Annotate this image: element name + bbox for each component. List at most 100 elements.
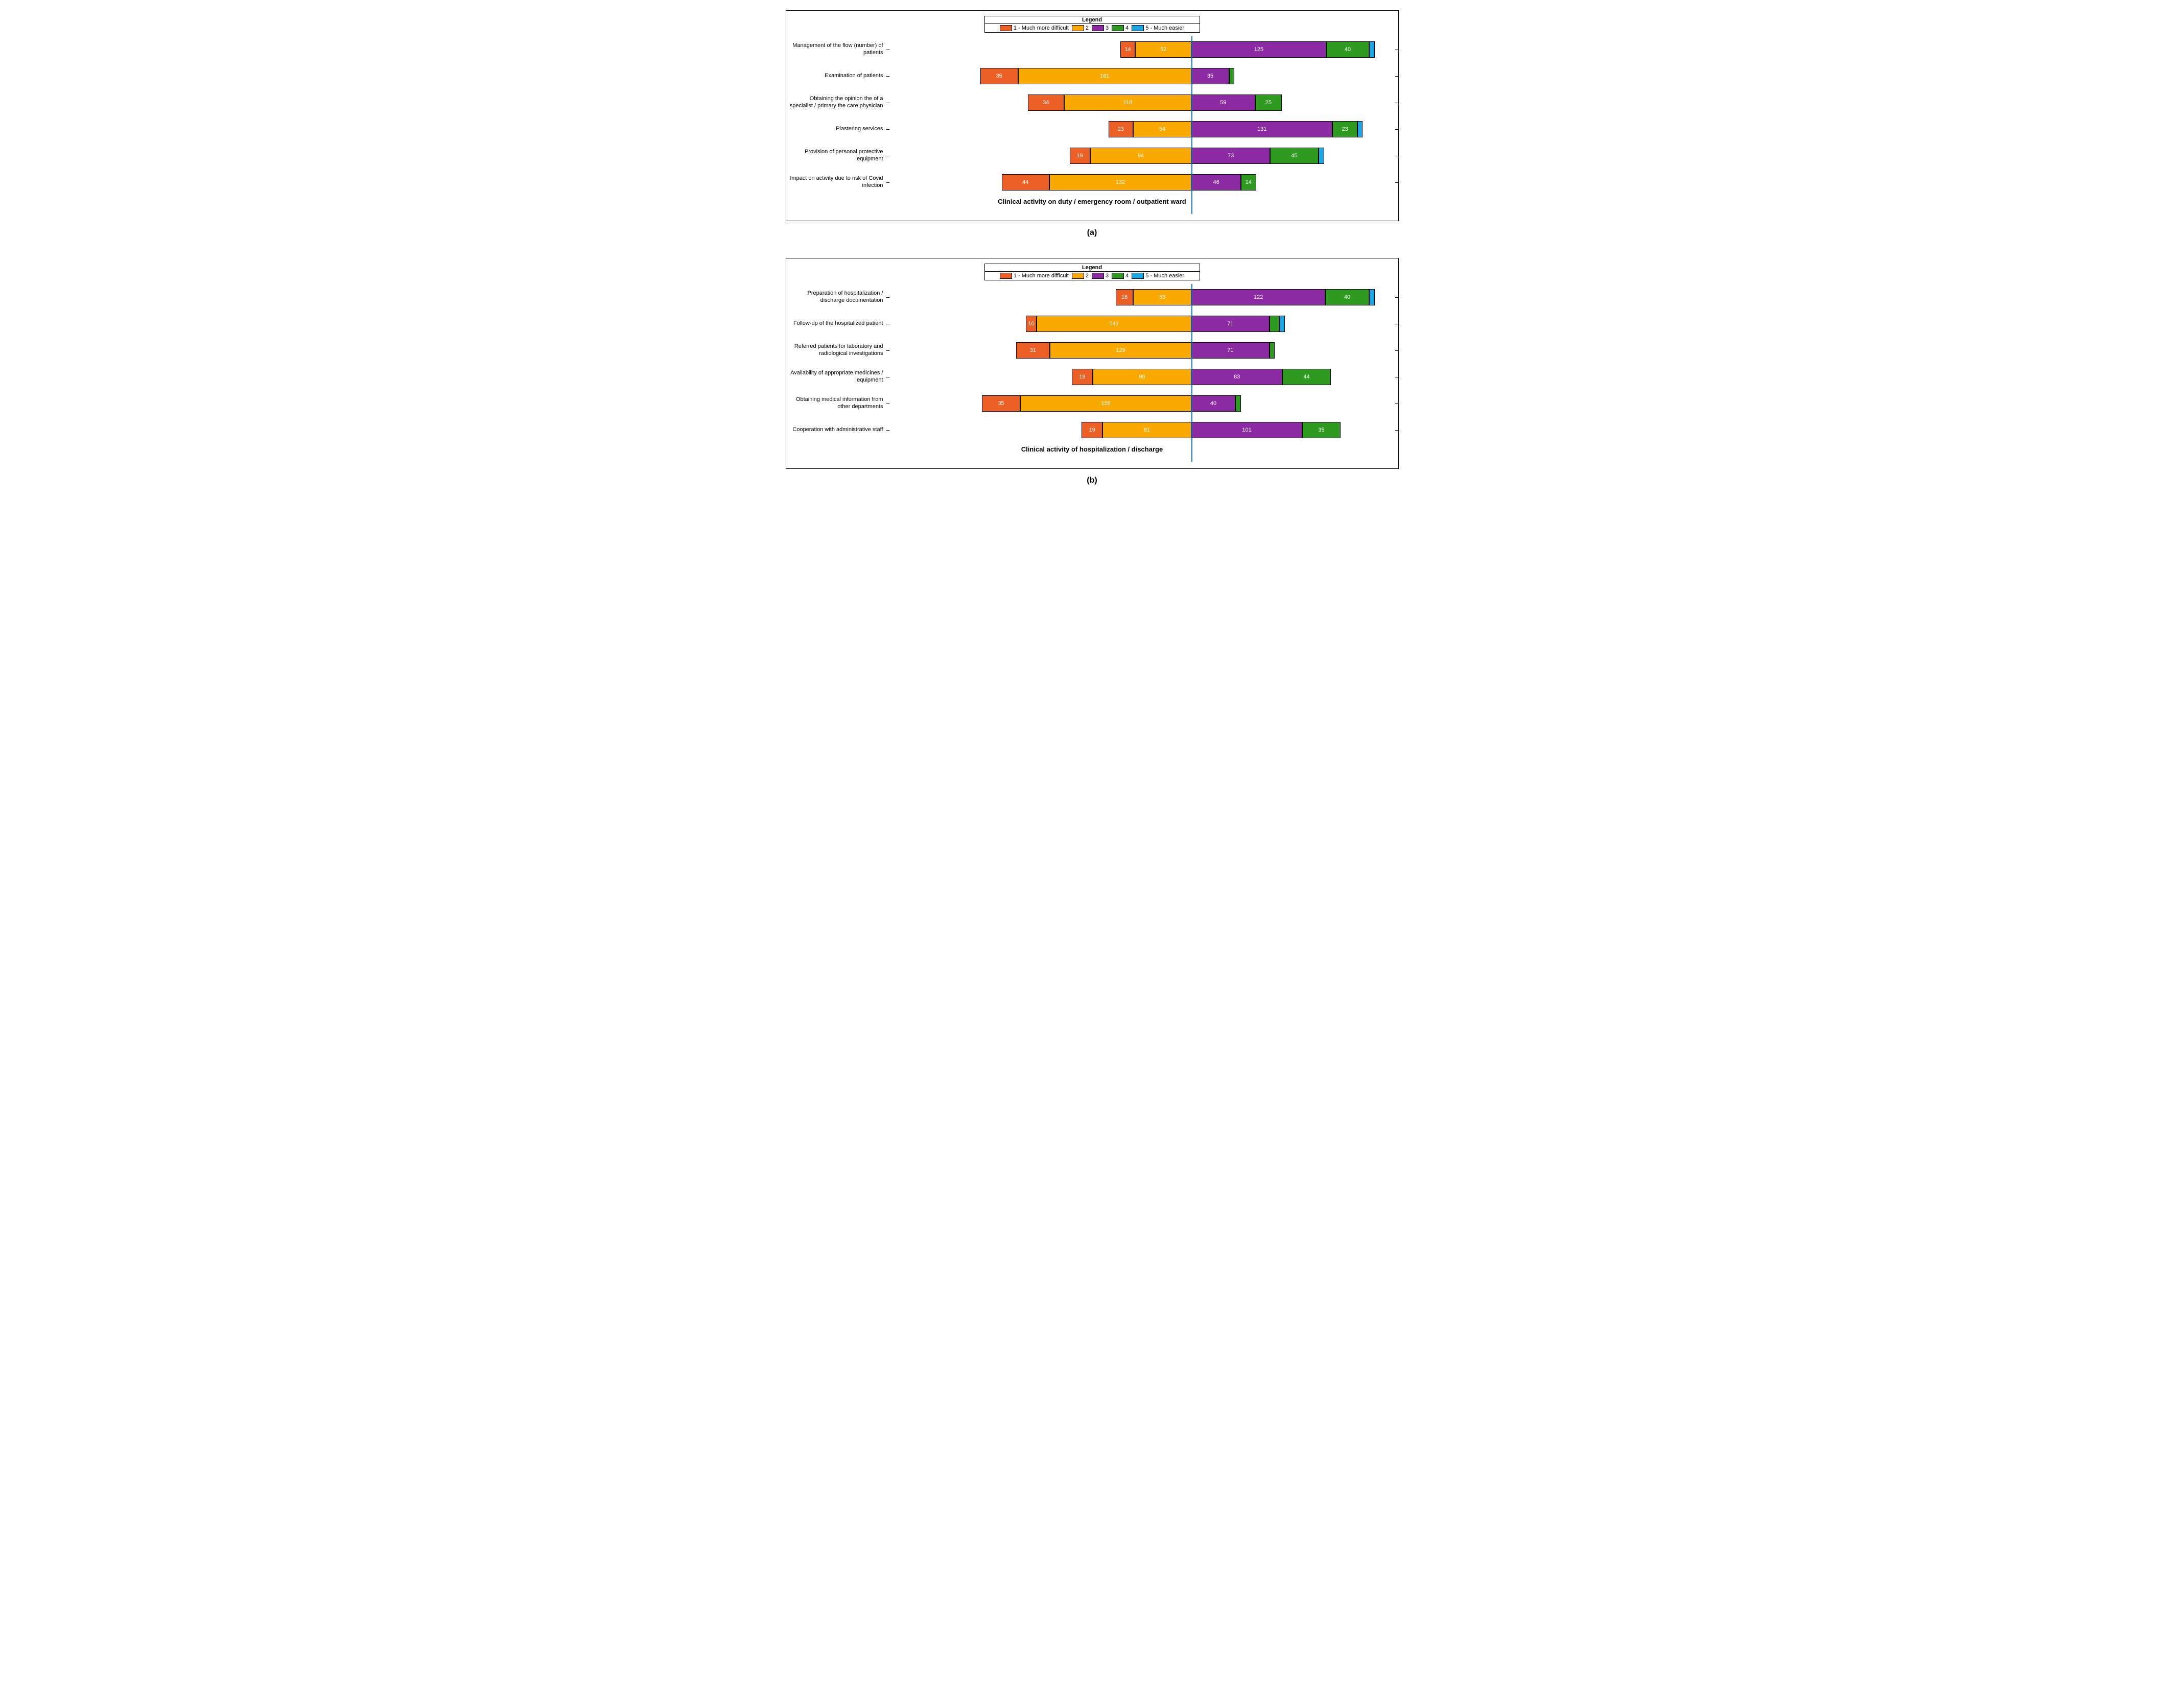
bar-value: 73: [1228, 153, 1234, 159]
row-label: Referred patients for laboratory and rad…: [786, 343, 886, 358]
legend-label: 1 - Much more difficult: [1014, 25, 1069, 31]
bar-value: 101: [1242, 427, 1251, 433]
bar-value: 34: [1043, 100, 1049, 106]
bar-stack: 531612240: [886, 289, 1395, 305]
bar-segment: 35: [1191, 68, 1229, 84]
row-label-text: Cooperation with administrative staff: [792, 426, 883, 433]
bar-segment: 101: [1191, 422, 1302, 438]
chart-row: Follow-up of the hospitalized patient141…: [786, 311, 1398, 337]
chart-row: Cooperation with administrative staff811…: [786, 417, 1398, 443]
bar-segment: 35: [980, 68, 1018, 84]
bar-value: 19: [1077, 153, 1083, 159]
bar-value: 59: [1220, 100, 1226, 106]
legend-swatch: [1000, 25, 1012, 31]
bar-segment: 40: [1191, 395, 1235, 412]
plot-area: 1411071: [886, 311, 1395, 337]
bar-segment: 83: [1191, 369, 1282, 385]
bar-segment: 90: [1093, 369, 1191, 385]
plot-area: 52 14 125 40: [886, 36, 1395, 63]
chart-row: Obtaining medical information from other…: [786, 390, 1398, 417]
bar-value: 156: [1101, 400, 1110, 407]
bar-segment: 141: [1037, 316, 1191, 332]
bar-segment: 46: [1191, 174, 1241, 191]
bar-segment: 132: [1049, 174, 1191, 191]
rows: Management of the flow (number) of patie…: [786, 36, 1398, 196]
legend-item: 1 - Much more difficult: [1000, 273, 1069, 279]
bar-segment: 40: [1325, 289, 1369, 305]
legend-swatch: [1112, 273, 1124, 279]
panel: Legend1 - Much more difficult2345 - Much…: [786, 258, 1399, 485]
row-label-text: Impact on activity due to risk of Covid …: [790, 175, 883, 188]
row-label-text: Preparation of hospitalization / dischar…: [808, 290, 883, 303]
bar-segment: 23: [1109, 121, 1134, 137]
bar-value: 35: [996, 73, 1002, 79]
bar-stack: 52 14 125 40: [886, 41, 1395, 58]
legend-item: 2: [1072, 273, 1089, 279]
bar-value: 71: [1227, 347, 1233, 353]
bar-segment: 45: [1270, 148, 1319, 164]
plot-area: 94197345: [886, 143, 1395, 169]
bar-value: 35: [1207, 73, 1213, 79]
legend-swatch: [1072, 25, 1084, 31]
row-label: Impact on activity due to risk of Covid …: [786, 175, 886, 189]
plot-area: 542313123: [886, 116, 1395, 143]
bar-segment: 161: [1018, 68, 1192, 84]
bar-segment: 44: [1282, 369, 1330, 385]
legend-items: 1 - Much more difficult2345 - Much easie…: [985, 24, 1200, 32]
bar-segment: 40: [1326, 41, 1369, 58]
row-label: Availability of appropriate medicines / …: [786, 370, 886, 384]
legend-item: 1 - Much more difficult: [1000, 25, 1069, 31]
panel-caption: (a): [786, 228, 1399, 238]
row-label-text: Availability of appropriate medicines / …: [790, 370, 883, 383]
bar-segment: 156: [1020, 395, 1191, 412]
row-label: Management of the flow (number) of patie…: [786, 42, 886, 57]
bar-value: 125: [1254, 46, 1263, 53]
legend-label: 1 - Much more difficult: [1014, 273, 1069, 279]
chart-row: Plastering services542313123: [786, 116, 1398, 143]
bar-segment: [1270, 342, 1275, 359]
bar-stack: 156 35 40: [886, 395, 1395, 412]
legend-wrap: Legend1 - Much more difficult2345 - Much…: [786, 16, 1398, 33]
legend-title: Legend: [985, 264, 1200, 272]
legend-label: 4: [1125, 273, 1129, 279]
bar-value: 46: [1213, 179, 1219, 185]
bar-stack: 90198344: [886, 369, 1395, 385]
bar-value: 19: [1089, 427, 1095, 433]
chart-row: Examination of patients1613535: [786, 63, 1398, 89]
bar-value: 141: [1110, 321, 1119, 327]
row-label: Obtaining the opinion the of a specialis…: [786, 96, 886, 110]
bar-segment: 131: [1191, 121, 1332, 137]
bar-segment: 35: [982, 395, 1020, 412]
bar-segment: 122: [1191, 289, 1325, 305]
bar-value: 44: [1022, 179, 1028, 185]
bar-value: 35: [998, 400, 1004, 407]
bar-stack: 94197345: [886, 148, 1395, 164]
bar-segment: 14: [1120, 41, 1136, 58]
legend-label: 2: [1086, 25, 1089, 31]
bar-value: 129: [1116, 347, 1125, 353]
legend-label: 2: [1086, 273, 1089, 279]
chart-box: Legend1 - Much more difficult2345 - Much…: [786, 258, 1399, 469]
bar-value: 35: [1318, 427, 1324, 433]
bar-segment: 129: [1050, 342, 1191, 359]
chart-row: Obtaining the opinion the of a specialis…: [786, 89, 1398, 116]
legend-swatch: [1092, 273, 1104, 279]
bar-value: 53: [1159, 294, 1165, 300]
panel-caption-text: (b): [1087, 476, 1097, 485]
plot-area: 132444614: [886, 169, 1395, 196]
bar-segment: 73: [1191, 148, 1270, 164]
bar-value: 44: [1303, 374, 1309, 380]
row-label: Plastering services: [786, 126, 886, 133]
legend: Legend1 - Much more difficult2345 - Much…: [984, 264, 1200, 280]
bar-value: 52: [1160, 46, 1166, 53]
bar-segment: [1235, 395, 1241, 412]
chart-box: Legend1 - Much more difficult2345 - Much…: [786, 10, 1399, 221]
bar-segment: 19: [1070, 148, 1090, 164]
bar-segment: 10: [1026, 316, 1037, 332]
legend-item: 2: [1072, 25, 1089, 31]
plot-area: 811910135: [886, 417, 1395, 443]
bar-segment: [1357, 121, 1363, 137]
legend-label: 5 - Much easier: [1145, 25, 1184, 31]
axis-label: Clinical activity of hospitalization / d…: [786, 445, 1398, 453]
bar-segment: 125: [1191, 41, 1326, 58]
